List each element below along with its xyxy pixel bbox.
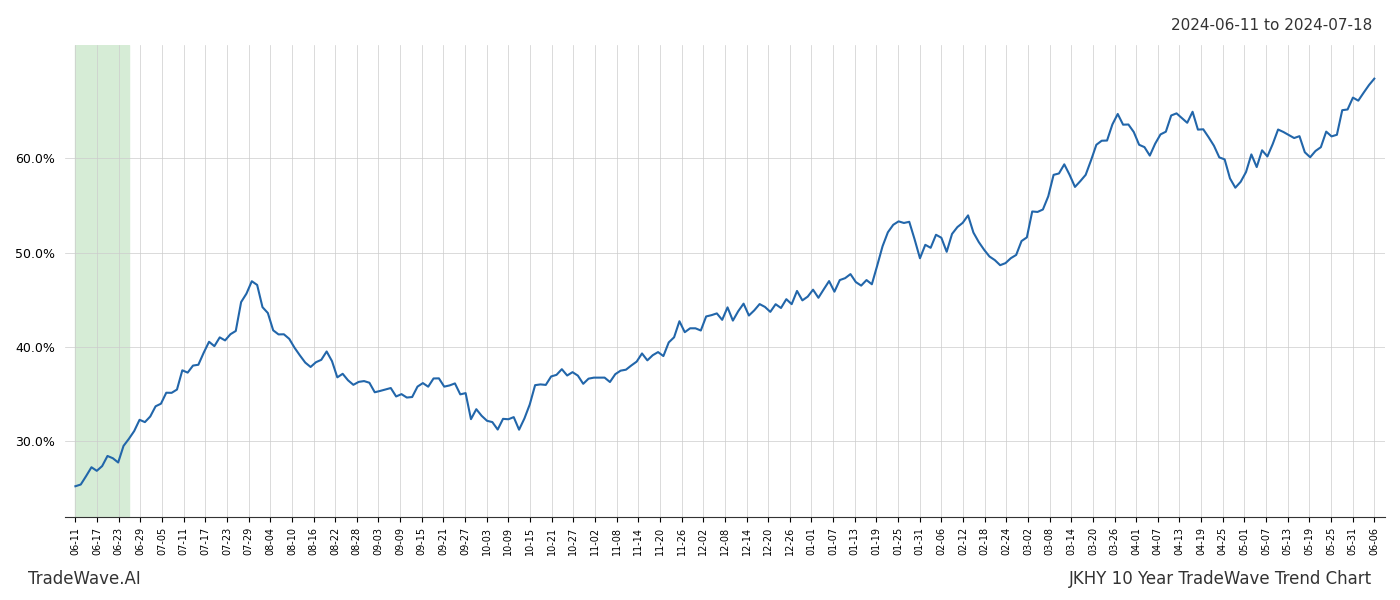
Text: JKHY 10 Year TradeWave Trend Chart: JKHY 10 Year TradeWave Trend Chart <box>1068 570 1372 588</box>
Text: TradeWave.AI: TradeWave.AI <box>28 570 141 588</box>
Text: 2024-06-11 to 2024-07-18: 2024-06-11 to 2024-07-18 <box>1170 18 1372 33</box>
Bar <box>76 45 129 517</box>
